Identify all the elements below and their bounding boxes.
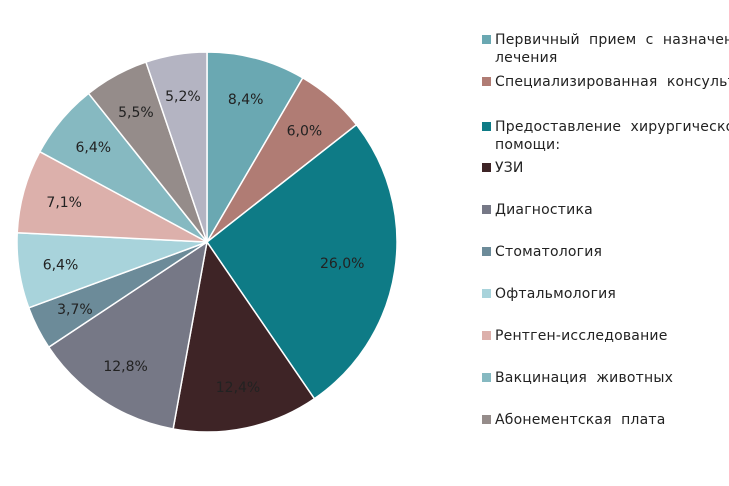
legend-label: Вакцинация животных <box>495 370 674 386</box>
legend-swatch <box>482 289 491 298</box>
slice-value-label: 7,1% <box>46 195 82 211</box>
legend-swatch <box>482 77 491 86</box>
legend-label: Специализированная консультация <box>495 74 729 90</box>
legend-label: УЗИ <box>495 160 524 176</box>
legend-swatch <box>482 331 491 340</box>
slice-value-label: 8,4% <box>228 92 264 108</box>
legend-label: Рентген-исследование <box>495 328 668 344</box>
pie-slice-1 <box>206 51 304 245</box>
slice-value-label: 6,0% <box>287 123 323 139</box>
chart-legend: Первичный прием с назначением лечения Спе… <box>482 31 729 461</box>
legend-label: Офтальмология <box>495 286 617 302</box>
legend-label: Стоматология <box>495 244 603 260</box>
slice-value-label: 3,7% <box>57 302 93 318</box>
slice-value-label: 12,4% <box>216 380 260 396</box>
slice-value-label: 5,2% <box>165 89 201 105</box>
legend-swatch <box>482 205 491 214</box>
slice-value-label: 6,4% <box>76 140 112 156</box>
legend-swatch <box>482 122 491 131</box>
legend-label: Диагностика <box>495 202 593 218</box>
legend-swatch <box>482 373 491 382</box>
legend-swatch <box>482 247 491 256</box>
slice-value-label: 26,0% <box>320 256 364 272</box>
legend-swatch <box>482 35 491 44</box>
slice-value-label: 5,5% <box>118 105 154 121</box>
legend-label: Первичный прием с назначением лечения <box>495 32 729 66</box>
slice-value-label: 12,8% <box>103 359 147 375</box>
legend-swatch <box>482 415 491 424</box>
legend-label: Абонементская плата <box>495 412 666 428</box>
pie-slice-5 <box>47 240 209 430</box>
pie-slice-3 <box>205 123 398 400</box>
legend-swatch <box>482 163 491 172</box>
legend-label: Предоставление хирургической помощи: <box>495 119 729 153</box>
pie-slice-4 <box>172 240 316 433</box>
pie-slice-11 <box>145 51 208 243</box>
slice-value-label: 6,4% <box>43 258 79 274</box>
